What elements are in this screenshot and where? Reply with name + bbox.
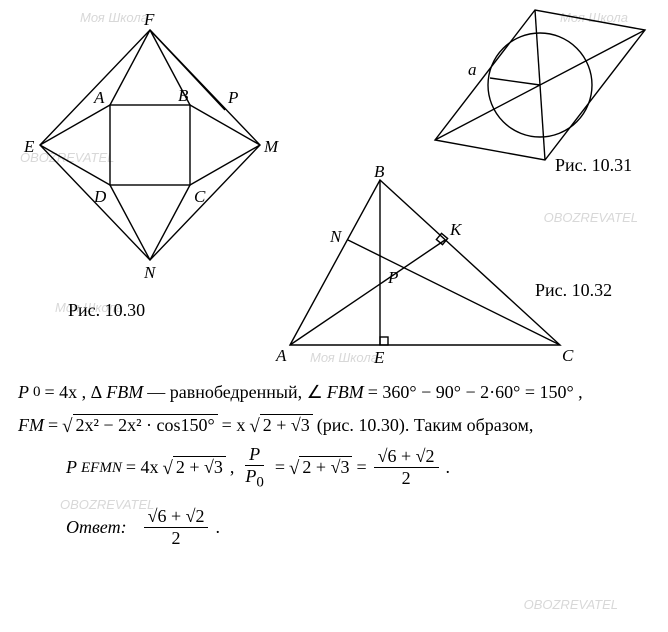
t: (рис. 10.30). Таким образом,	[317, 411, 534, 440]
caption-10-32: Рис. 10.32	[535, 280, 612, 301]
pt-A: A	[93, 88, 105, 107]
pt-E2: E	[373, 348, 385, 365]
t: .	[215, 513, 220, 542]
t: 2 + √3	[173, 456, 226, 479]
sqrt: √2 + √3	[162, 456, 225, 479]
pt-M: M	[263, 137, 279, 156]
t: 2 + √3	[299, 456, 352, 479]
pt-a: a	[468, 60, 477, 79]
pt-C: C	[194, 187, 206, 206]
t: P	[245, 444, 264, 467]
pt-A2: A	[275, 346, 287, 365]
fraction: √6 + √2 2	[144, 506, 209, 550]
t: 0	[33, 380, 41, 404]
t: =	[275, 453, 285, 482]
figure-10-31: a	[370, 0, 660, 170]
t: = 360° − 90° − 2·60° = 150° ,	[368, 378, 583, 407]
t: P	[66, 453, 77, 482]
sqrt: √2x² − 2x² · cos150°	[62, 414, 218, 437]
t: = 4x , Δ	[45, 378, 103, 407]
pt-C2: C	[562, 346, 574, 365]
fraction: √6 + √2 2	[374, 446, 439, 490]
t: P	[18, 378, 29, 407]
t: 2 + √3	[260, 414, 313, 437]
t: .	[446, 453, 451, 482]
t: ,	[230, 453, 235, 482]
figure-10-30: F A B P E M D C N	[20, 10, 280, 310]
t: = x	[222, 411, 246, 440]
pt-F: F	[143, 10, 155, 29]
solution-text: P0 = 4x , Δ FBM — равнобедренный, ∠ FBM …	[18, 378, 650, 554]
math-line-3: PEFMN = 4x √2 + √3 , P P0 = √2 + √3 = √6…	[66, 444, 650, 492]
math-line-1: P0 = 4x , Δ FBM — равнобедренный, ∠ FBM …	[18, 378, 650, 407]
figures-area: F A B P E M D C N Рис. 10.30 a Рис. 10.3…	[0, 0, 668, 370]
sqrt: √2 + √3	[289, 456, 352, 479]
t: FBM	[327, 378, 364, 407]
caption-10-30: Рис. 10.30	[68, 300, 145, 321]
t: = 4x	[126, 453, 159, 482]
answer-label: Ответ:	[66, 513, 127, 542]
answer-line: Ответ: √6 + √2 2 .	[66, 506, 650, 550]
t: P	[245, 466, 256, 486]
t: FM	[18, 411, 44, 440]
watermark: OBOZREVATEL	[524, 597, 618, 612]
pt-P2: P	[387, 268, 398, 287]
pt-K: K	[449, 220, 463, 239]
figure-10-32: B K N P A E C	[270, 165, 580, 365]
pt-E: E	[23, 137, 35, 156]
pt-N2: N	[329, 227, 343, 246]
t: — равнобедренный, ∠	[147, 378, 323, 407]
pt-B2: B	[374, 165, 385, 181]
pt-N: N	[143, 263, 157, 282]
t: 0	[256, 475, 264, 491]
pt-B: B	[178, 86, 189, 105]
t: EFMN	[81, 456, 122, 480]
t: =	[48, 411, 58, 440]
math-line-2: FM = √2x² − 2x² · cos150° = x √2 + √3 (р…	[18, 411, 650, 440]
t: 2x² − 2x² · cos150°	[73, 414, 218, 437]
t: 2	[398, 468, 415, 490]
t: √6 + √2	[374, 446, 439, 469]
t: FBM	[106, 378, 143, 407]
pt-D: D	[93, 187, 107, 206]
fraction: P P0	[241, 444, 268, 492]
pt-P: P	[227, 88, 238, 107]
t: √6 + √2	[144, 506, 209, 529]
sqrt: √2 + √3	[249, 414, 312, 437]
t: =	[356, 453, 366, 482]
t: 2	[168, 528, 185, 550]
